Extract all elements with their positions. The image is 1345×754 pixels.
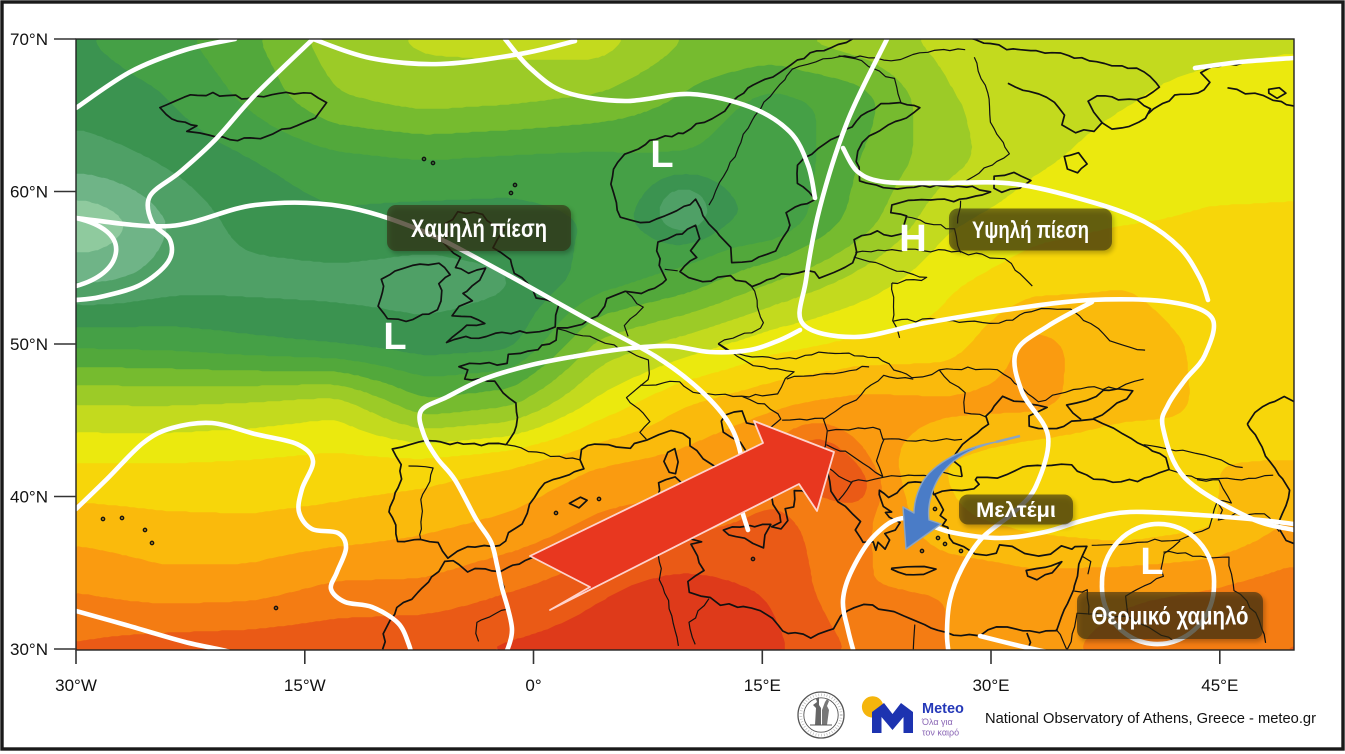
- svg-text:30°E: 30°E: [972, 676, 1009, 695]
- svg-text:L: L: [1140, 541, 1163, 583]
- svg-text:Θερμικό χαμηλό: Θερμικό χαμηλό: [1092, 603, 1249, 631]
- svg-text:15°E: 15°E: [744, 676, 781, 695]
- svg-text:15°W: 15°W: [284, 676, 326, 695]
- svg-text:L: L: [383, 316, 406, 358]
- svg-text:H: H: [899, 218, 926, 260]
- svg-text:40°N: 40°N: [10, 488, 48, 507]
- svg-text:L: L: [650, 134, 673, 176]
- svg-text:70°N: 70°N: [10, 30, 48, 49]
- svg-text:45°E: 45°E: [1201, 676, 1238, 695]
- svg-text:Υψηλή πίεση: Υψηλή πίεση: [972, 217, 1089, 244]
- svg-text:Χαμηλή πίεση: Χαμηλή πίεση: [411, 215, 547, 243]
- svg-text:Meteo: Meteo: [922, 701, 964, 717]
- svg-text:30°W: 30°W: [55, 676, 97, 695]
- svg-text:30°N: 30°N: [10, 640, 48, 659]
- svg-text:Όλα για: Όλα για: [921, 717, 953, 727]
- svg-text:0°: 0°: [525, 676, 541, 695]
- svg-text:60°N: 60°N: [10, 183, 48, 202]
- svg-text:τον καιρό: τον καιρό: [922, 728, 959, 738]
- svg-text:Μελτέμι: Μελτέμι: [976, 499, 1056, 522]
- svg-text:50°N: 50°N: [10, 335, 48, 354]
- svg-text:National Observatory of Athens: National Observatory of Athens, Greece -…: [985, 710, 1316, 727]
